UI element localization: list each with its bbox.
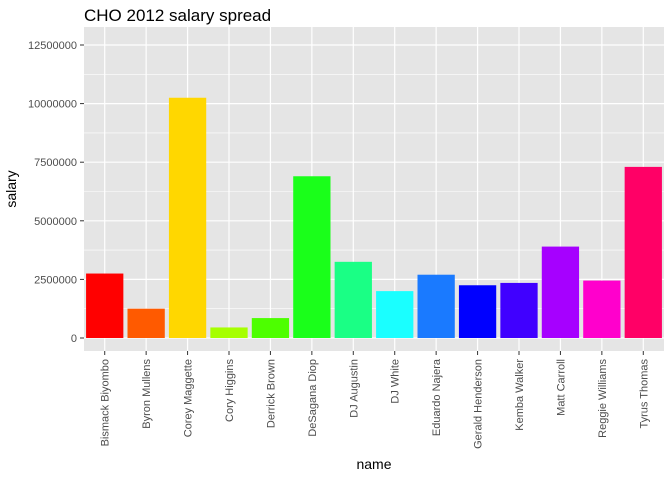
y-axis: 0 2500000 5000000 7500000 10000000 12500000 — [28, 40, 84, 345]
y-tick-label: 0 — [71, 333, 77, 345]
bar-cory-higgins — [210, 327, 248, 338]
x-axis: Bismack Biyombo Byron Mullens Corey Magget… — [100, 351, 650, 449]
x-tick-label: Derrick Brown — [265, 359, 277, 428]
y-tick-label: 12500000 — [28, 40, 77, 52]
y-tick-label: 7500000 — [34, 157, 77, 169]
y-axis-title: salary — [3, 170, 19, 207]
x-tick-label: DeSagana Diop — [307, 359, 319, 437]
x-tick-label: Eduardo Najera — [431, 358, 443, 436]
bar-desagana-diop — [293, 176, 331, 338]
bar-derrick-brown — [251, 318, 290, 338]
bar-matt-carroll — [541, 246, 580, 338]
x-tick-label: Gerald Henderson — [473, 359, 485, 449]
x-tick-label: Bismack Biyombo — [100, 359, 112, 446]
y-tick-label: 10000000 — [28, 99, 77, 111]
bar-dj-augustin — [334, 261, 372, 338]
y-tick-label: 5000000 — [34, 216, 77, 228]
x-tick-label: DJ White — [390, 359, 402, 404]
x-tick-label: Cory Higgins — [224, 359, 236, 422]
bars-group — [86, 97, 662, 339]
bar-kemba-walker — [500, 282, 538, 338]
x-tick-label: Reggie Williams — [597, 359, 609, 438]
x-tick-label: Byron Mullens — [141, 359, 153, 429]
bar-corey-maggette — [168, 97, 207, 339]
x-tick-label: DJ Augustin — [348, 359, 360, 418]
bar-eduardo-najera — [417, 274, 455, 338]
y-tick-label: 2500000 — [34, 274, 77, 286]
x-tick-label: Tyrus Thomas — [638, 359, 650, 429]
x-tick-label: Kemba Walker — [514, 359, 526, 431]
bar-reggie-williams — [583, 280, 621, 338]
bar-tyrus-thomas — [624, 166, 662, 338]
bar-bismack-biyombo — [86, 273, 124, 338]
bar-byron-mullens — [127, 308, 165, 338]
chart-title: CHO 2012 salary spread — [84, 6, 271, 25]
x-tick-label: Corey Maggette — [183, 359, 195, 437]
x-tick-label: Matt Carroll — [555, 359, 567, 416]
bar-gerald-henderson — [458, 285, 497, 338]
x-axis-title: name — [356, 456, 391, 472]
bar-dj-white — [376, 291, 414, 338]
